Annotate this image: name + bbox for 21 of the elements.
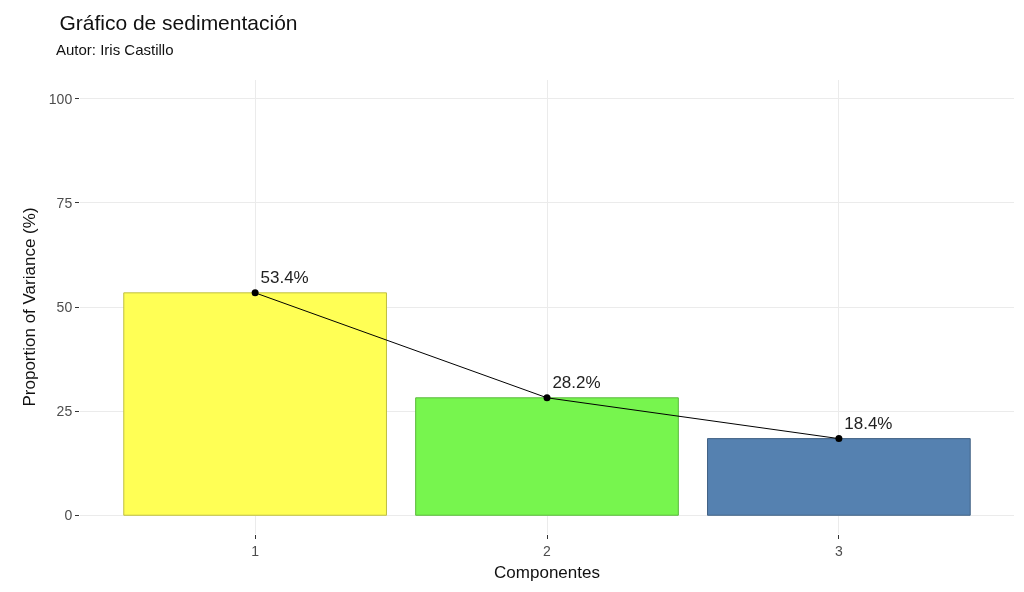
y-tick-label: 0 <box>64 507 73 524</box>
point <box>543 394 551 402</box>
data-label: 28.2% <box>552 373 601 393</box>
data-label: 18.4% <box>844 413 893 433</box>
y-tick-label: 25 <box>56 403 73 420</box>
x-axis-title: Componentes <box>494 563 600 583</box>
chart-title: Gráfico de sedimentación <box>59 10 298 34</box>
point <box>835 435 843 443</box>
y-tick-label: 100 <box>48 90 73 107</box>
y-axis-title: Proportion of Variance (%) <box>20 207 40 407</box>
x-tick-label: 2 <box>543 542 552 559</box>
y-tick-label: 75 <box>56 194 73 211</box>
bar <box>707 438 971 516</box>
bar <box>415 397 679 516</box>
bar <box>123 292 387 516</box>
point <box>251 289 259 297</box>
y-tick-label: 50 <box>56 298 73 315</box>
data-label: 53.4% <box>260 268 309 288</box>
x-tick-label: 3 <box>834 542 843 559</box>
x-tick-label: 1 <box>251 542 260 559</box>
chart-subtitle: Autor: Iris Castillo <box>56 41 174 58</box>
